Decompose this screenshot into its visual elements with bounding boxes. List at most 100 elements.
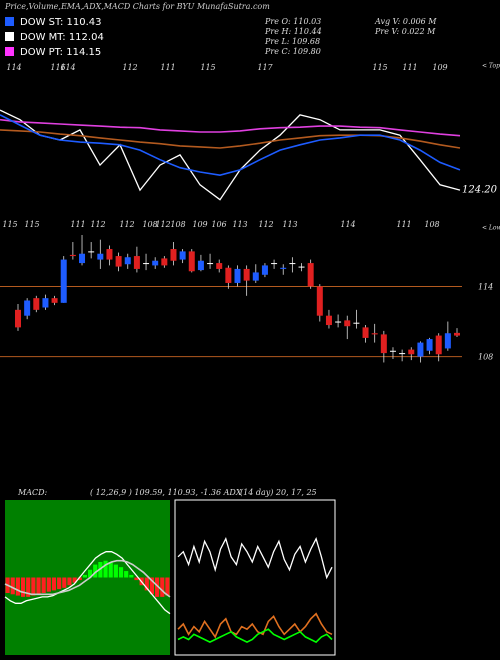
lows-caption: < Lows (482, 225, 500, 232)
level-label: 108 (478, 353, 493, 362)
candle-body (380, 334, 387, 354)
legend-swatch (5, 32, 14, 41)
candle-body (79, 253, 86, 264)
candle-body (197, 260, 204, 271)
legend-swatch (5, 47, 14, 56)
candle-body (417, 342, 424, 357)
candle-body (60, 259, 67, 303)
histogram-bar (31, 577, 36, 596)
histogram-bar (88, 569, 93, 578)
histogram-bar (165, 577, 170, 596)
candle-body (325, 315, 332, 326)
candle-body (88, 251, 95, 253)
top-label: 115 (200, 63, 215, 72)
candle-body (408, 349, 415, 355)
candle-body (243, 268, 250, 281)
top-label: 109 (432, 63, 447, 72)
candle-body (389, 350, 396, 352)
low-label: 112 (90, 220, 105, 229)
candle-body (170, 249, 177, 261)
histogram-bar (160, 577, 165, 597)
histogram-bar (93, 564, 98, 578)
candle-body (435, 335, 442, 355)
histogram-bar (82, 574, 87, 578)
histogram-bar (26, 577, 31, 597)
candle-body (207, 263, 214, 265)
series-line (0, 114, 461, 177)
low-label: 109 (192, 220, 207, 229)
end-label: 124.20 (462, 185, 498, 196)
stat: Pre O: 110.03 (264, 17, 321, 26)
top-label: 111 (160, 63, 175, 72)
candle-body (353, 322, 360, 324)
top-label: 115 (372, 63, 387, 72)
histogram-bar (15, 577, 20, 596)
stat: Pre V: 0.022 M (374, 27, 436, 36)
top-label: 116 (50, 63, 65, 72)
low-label: 106 (211, 220, 226, 229)
stat: Pre L: 109.68 (264, 37, 320, 46)
candle-body (399, 353, 406, 355)
histogram-bar (103, 560, 108, 578)
histogram-bar (36, 577, 41, 595)
candle-body (454, 332, 460, 336)
candle-body (426, 339, 433, 351)
candle-body (97, 253, 104, 260)
candle-body (152, 260, 159, 266)
series-line (177, 628, 333, 644)
candle-body (234, 268, 241, 283)
histogram-bar (20, 577, 26, 597)
candle-body (307, 263, 314, 287)
level-label: 114 (478, 282, 493, 291)
stat: Pre C: 109.80 (264, 47, 321, 56)
candle-body (298, 266, 305, 268)
legend-label: DOW PT: 114.15 (20, 47, 101, 58)
series-line (177, 537, 333, 580)
histogram-bar (46, 577, 51, 592)
stat: Avg V: 0.006 M (374, 17, 437, 26)
candle-body (261, 265, 268, 275)
candle-body (33, 298, 40, 310)
series-line (0, 109, 461, 201)
histogram-bar (57, 577, 62, 590)
histogram-bar (108, 562, 113, 578)
series-line (177, 612, 333, 639)
histogram-bar (155, 577, 160, 597)
candle-body (188, 251, 195, 272)
histogram-bar (67, 577, 72, 586)
histogram-bar (134, 577, 139, 581)
histogram-bar (77, 577, 82, 581)
top-label: 117 (257, 63, 273, 72)
tops-caption: < Tops (482, 63, 500, 70)
candle-body (24, 300, 31, 316)
candle-body (15, 309, 21, 328)
histogram-bar (62, 577, 67, 588)
candle-body (216, 263, 223, 269)
candle-body (133, 256, 140, 269)
candle-body (280, 267, 287, 269)
low-label: 113 (232, 220, 247, 229)
histogram-bar (144, 577, 149, 591)
low-label: 114 (340, 220, 355, 229)
low-label: 111 (396, 220, 411, 229)
stat: Pre H: 110.44 (264, 27, 322, 36)
histogram-bar (118, 567, 124, 578)
top-label: 111 (402, 63, 417, 72)
candle-body (161, 258, 168, 266)
series-line (4, 551, 171, 615)
adx-values: (14 day) 20, 17, 25 (240, 488, 317, 497)
macd-label: MACD: (17, 488, 48, 497)
low-label: 113 (282, 220, 297, 229)
low-label: 112 (258, 220, 273, 229)
legend-label: DOW MT: 112.04 (20, 32, 104, 43)
histogram-bar (51, 577, 57, 591)
legend-swatch (5, 17, 14, 26)
candle-body (335, 321, 342, 323)
legend-label: DOW ST: 110.43 (20, 17, 102, 28)
candle-body (106, 249, 113, 260)
low-label: 108 (142, 220, 157, 229)
candle-body (225, 267, 232, 283)
candle-body (344, 320, 351, 327)
